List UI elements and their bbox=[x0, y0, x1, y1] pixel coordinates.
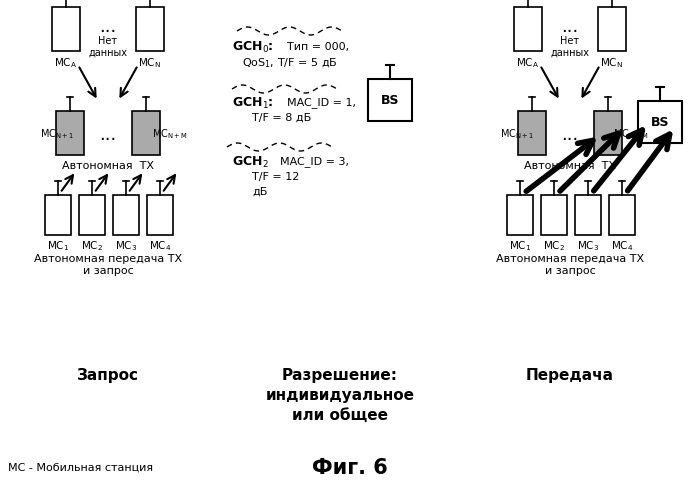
Text: МС$_{\mathrm{N+1}}$: МС$_{\mathrm{N+1}}$ bbox=[40, 127, 74, 141]
Bar bbox=[638, 102, 682, 144]
Text: GCH$_0$:: GCH$_0$: bbox=[232, 39, 274, 54]
Text: Автономная передача ТХ
и запрос: Автономная передача ТХ и запрос bbox=[34, 253, 182, 276]
Text: МС$_\mathrm{A}$: МС$_\mathrm{A}$ bbox=[517, 56, 540, 70]
Bar bbox=[575, 195, 601, 236]
Text: GCH$_2$: GCH$_2$ bbox=[232, 154, 269, 169]
Text: QoS$_1$, T/F = 5 дБ: QoS$_1$, T/F = 5 дБ bbox=[242, 56, 337, 70]
Text: Передача: Передача bbox=[526, 367, 614, 382]
Bar bbox=[507, 195, 533, 236]
Text: ...: ... bbox=[99, 18, 117, 36]
Bar bbox=[45, 195, 71, 236]
Text: T/F = 12: T/F = 12 bbox=[252, 172, 300, 181]
Text: МС$_{\mathrm{N+M}}$: МС$_{\mathrm{N+M}}$ bbox=[613, 127, 649, 141]
Text: ...: ... bbox=[99, 126, 117, 144]
Text: Фиг. 6: Фиг. 6 bbox=[312, 457, 388, 477]
Text: ...: ... bbox=[561, 18, 579, 36]
Text: МС$_\mathrm{N}$: МС$_\mathrm{N}$ bbox=[601, 56, 624, 70]
Bar bbox=[52, 8, 80, 52]
Text: МС$_3$: МС$_3$ bbox=[577, 239, 599, 252]
Text: Нет
данных: Нет данных bbox=[550, 36, 589, 58]
Text: MAC_ID = 1,: MAC_ID = 1, bbox=[287, 97, 356, 108]
Bar bbox=[518, 112, 546, 156]
Text: МС - Мобильная станция: МС - Мобильная станция bbox=[8, 462, 153, 472]
Text: МС$_2$: МС$_2$ bbox=[81, 239, 103, 252]
Text: МС$_1$: МС$_1$ bbox=[509, 239, 531, 252]
Text: T/F = 8 дБ: T/F = 8 дБ bbox=[252, 113, 312, 123]
Bar bbox=[541, 195, 567, 236]
Text: МС$_4$: МС$_4$ bbox=[611, 239, 634, 252]
Bar bbox=[56, 112, 84, 156]
Text: Автономная передача ТХ
и запрос: Автономная передача ТХ и запрос bbox=[496, 253, 644, 276]
Text: Автономная  ТХ: Автономная ТХ bbox=[62, 161, 154, 171]
Bar bbox=[132, 112, 160, 156]
Text: Тип = 000,: Тип = 000, bbox=[287, 42, 349, 52]
Bar bbox=[368, 80, 412, 122]
Text: MAC_ID = 3,: MAC_ID = 3, bbox=[280, 156, 349, 167]
Text: МС$_2$: МС$_2$ bbox=[543, 239, 565, 252]
Text: BS: BS bbox=[381, 94, 399, 107]
Bar bbox=[598, 8, 626, 52]
Bar bbox=[609, 195, 635, 236]
Text: МС$_4$: МС$_4$ bbox=[149, 239, 172, 252]
Text: МС$_3$: МС$_3$ bbox=[115, 239, 137, 252]
Text: Разрешение:
индивидуальное
или общее: Разрешение: индивидуальное или общее bbox=[265, 367, 414, 422]
Text: Запрос: Запрос bbox=[77, 367, 139, 382]
Bar bbox=[514, 8, 542, 52]
Bar bbox=[113, 195, 139, 236]
Text: МС$_\mathrm{N}$: МС$_\mathrm{N}$ bbox=[139, 56, 162, 70]
Text: МС$_{\mathrm{N+1}}$: МС$_{\mathrm{N+1}}$ bbox=[500, 127, 534, 141]
Bar bbox=[136, 8, 164, 52]
Text: дБ: дБ bbox=[252, 187, 267, 197]
Bar bbox=[147, 195, 173, 236]
Text: Автономная  ТХ: Автономная ТХ bbox=[524, 161, 616, 171]
Text: ...: ... bbox=[561, 126, 579, 144]
Text: Нет
данных: Нет данных bbox=[88, 36, 127, 58]
Text: BS: BS bbox=[651, 116, 669, 129]
Text: МС$_1$: МС$_1$ bbox=[47, 239, 69, 252]
Bar bbox=[594, 112, 622, 156]
Text: МС$_\mathrm{A}$: МС$_\mathrm{A}$ bbox=[55, 56, 78, 70]
Text: GCH$_1$:: GCH$_1$: bbox=[232, 95, 274, 110]
Bar bbox=[79, 195, 105, 236]
Text: МС$_{\mathrm{N+M}}$: МС$_{\mathrm{N+M}}$ bbox=[152, 127, 188, 141]
